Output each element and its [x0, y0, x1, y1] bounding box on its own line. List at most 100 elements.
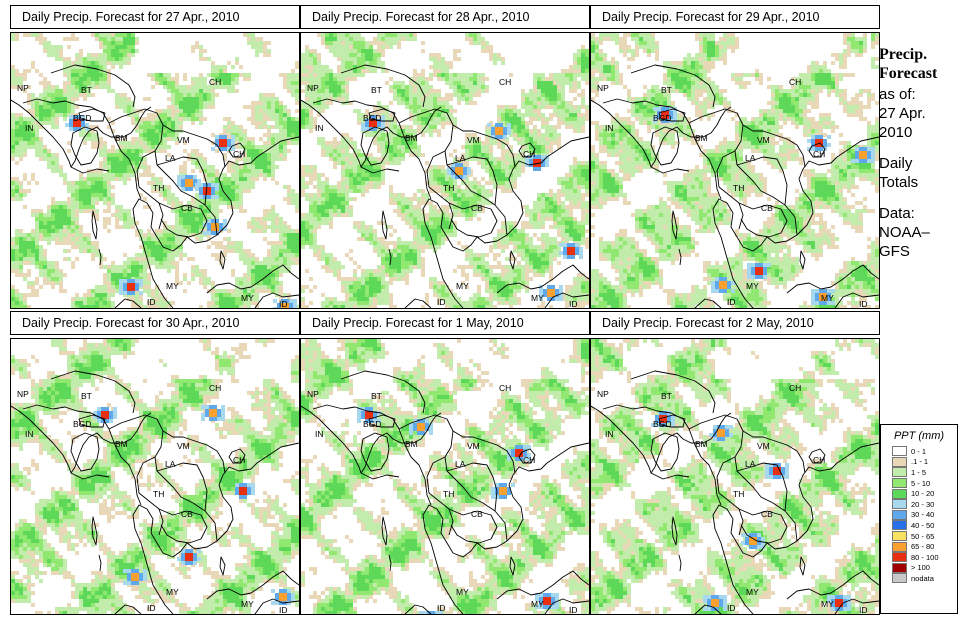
country-label: BM — [115, 439, 128, 449]
panel-title: Daily Precip. Forecast for 28 Apr., 2010 — [300, 5, 590, 29]
country-borders — [301, 64, 589, 308]
sidebar-heading-line1: Precip. — [879, 46, 928, 63]
country-borders — [591, 370, 879, 614]
precip-map[interactable]: NP BT BGD IN CH BM VM LA TH CB CH MY MY ID ID — [300, 338, 590, 615]
legend-swatch — [892, 509, 907, 520]
legend-swatch — [892, 541, 907, 552]
country-label: CB — [181, 509, 193, 519]
country-label: VM — [467, 441, 480, 451]
country-label: BT — [371, 85, 382, 95]
forecast-panel-6: Daily Precip. Forecast for 2 May, 2010 N… — [590, 311, 880, 615]
legend-item: 30 - 40 — [881, 509, 957, 521]
asof-label: as of: — [879, 86, 916, 103]
legend-label: 65 - 80 — [911, 542, 935, 552]
precip-map[interactable]: NP BT BGD IN CH BM VM LA TH CB CH MY MY ID ID — [590, 338, 880, 615]
country-label: CH — [499, 77, 511, 87]
country-label: LA — [165, 459, 176, 469]
precip-map[interactable]: NP BT BGD IN CH BM VM LA TH CB CH MY MY ID ID — [10, 32, 300, 309]
country-label: MY — [531, 599, 544, 609]
country-label: BT — [661, 391, 672, 401]
legend-item: 40 - 50 — [881, 520, 957, 531]
country-label: MY — [241, 599, 254, 609]
country-borders — [591, 64, 879, 308]
legend-swatch — [892, 467, 907, 478]
country-label: VM — [467, 135, 480, 145]
forecast-panel-5: Daily Precip. Forecast for 1 May, 2010 N… — [300, 311, 590, 615]
country-label: ID — [279, 299, 288, 308]
legend-item: 50 - 65 — [881, 531, 957, 542]
country-label: CH — [523, 455, 535, 465]
legend-item: 65 - 80 — [881, 541, 957, 552]
precip-map[interactable]: NP BT BGD IN CH BM VM LA TH CB CH MY MY ID ID — [10, 338, 300, 615]
country-label: MY — [531, 293, 544, 303]
country-label: LA — [745, 459, 756, 469]
panel-title: Daily Precip. Forecast for 2 May, 2010 — [590, 311, 880, 335]
legend-label: 50 - 65 — [911, 531, 935, 541]
totals-line2: Totals — [879, 174, 919, 191]
legend-item: 0 - 1 — [881, 446, 957, 457]
precip-field — [301, 339, 589, 614]
country-label: BM — [695, 439, 708, 449]
legend-label: 10 - 20 — [911, 489, 935, 499]
legend-item: 1 - 5 — [881, 467, 957, 478]
country-label: ID — [859, 299, 868, 308]
legend-label: 30 - 40 — [911, 510, 935, 520]
forecast-panel-2: Daily Precip. Forecast for 28 Apr., 2010… — [300, 5, 590, 309]
country-label: MY — [456, 587, 469, 597]
legend-swatch — [892, 520, 907, 531]
country-label: CB — [181, 203, 193, 213]
legend-label: nodata — [911, 573, 934, 583]
country-label: MY — [746, 587, 759, 597]
country-label: ID — [147, 603, 156, 613]
country-label: BGD — [363, 113, 381, 123]
country-label: MY — [166, 281, 179, 291]
precip-map[interactable]: NP BT BGD IN CH BM VM LA TH CB CH MY MY ID ID — [590, 32, 880, 309]
country-label: ID — [727, 297, 736, 307]
legend-swatch — [892, 531, 907, 542]
country-label: BGD — [73, 419, 91, 429]
precip-map[interactable]: NP BT BGD IN CH BM VM LA TH CB CH MY MY ID ID — [300, 32, 590, 309]
country-label: CH — [813, 149, 825, 159]
country-label: NP — [597, 83, 609, 93]
country-label: CB — [471, 203, 483, 213]
country-label: BGD — [363, 419, 381, 429]
country-label: BM — [405, 439, 418, 449]
country-label: NP — [17, 83, 29, 93]
sidebar-heading-line2: Forecast — [879, 65, 938, 82]
country-borders — [11, 370, 299, 614]
country-label: BT — [371, 391, 382, 401]
country-borders — [301, 370, 589, 614]
country-label: ID — [569, 299, 578, 308]
legend-label: 5 - 10 — [911, 478, 931, 488]
legend-item: 5 - 10 — [881, 478, 957, 489]
legend-label: 20 - 30 — [911, 499, 935, 509]
country-label: CB — [761, 203, 773, 213]
country-label: BGD — [653, 113, 671, 123]
country-label: IN — [25, 429, 34, 439]
country-label: ID — [569, 605, 578, 614]
totals-line1: Daily — [879, 155, 913, 172]
legend-swatch — [892, 478, 907, 489]
asof-date: 27 Apr. — [879, 105, 926, 122]
country-label: IN — [25, 123, 34, 133]
country-label: IN — [315, 429, 324, 439]
data-source-line3: GFS — [879, 243, 910, 260]
legend-swatch — [892, 499, 907, 510]
legend-swatch — [892, 446, 907, 457]
country-label: CB — [471, 509, 483, 519]
country-label: IN — [605, 123, 614, 133]
legend-item: 10 - 20 — [881, 488, 957, 499]
precip-field — [11, 339, 299, 614]
country-label: MY — [821, 293, 834, 303]
country-label: TH — [733, 489, 744, 499]
precip-field — [301, 33, 589, 308]
